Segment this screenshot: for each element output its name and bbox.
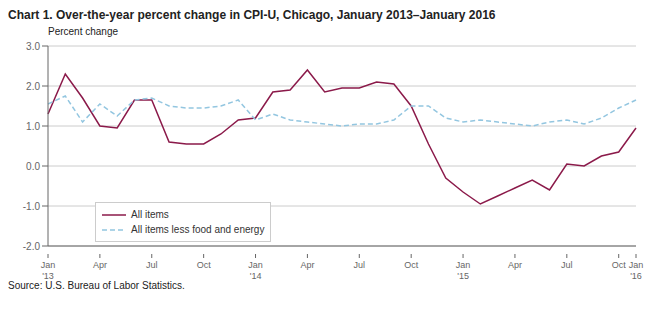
html-text:All items less food and energy: All items less food and energy: [131, 224, 265, 235]
svg-text:-2.0: -2.0: [23, 241, 41, 252]
html-text:Chart 1. Over-the-year percent: Chart 1. Over-the-year percent change in…: [8, 8, 496, 22]
svg-text:0.0: 0.0: [26, 161, 40, 172]
svg-text:Oct: Oct: [612, 260, 627, 270]
svg-text:Jul: Jul: [354, 260, 366, 270]
svg-text:Jan'16: Jan'16: [629, 260, 644, 280]
html-text:Percent change: Percent change: [48, 26, 119, 37]
svg-text:Apr: Apr: [93, 260, 107, 270]
svg-text:1.0: 1.0: [26, 121, 40, 132]
svg-text:Jul: Jul: [146, 260, 158, 270]
svg-text:2.0: 2.0: [26, 81, 40, 92]
svg-text:Oct: Oct: [404, 260, 419, 270]
svg-text:Apr: Apr: [508, 260, 522, 270]
svg-text:3.0: 3.0: [26, 41, 40, 52]
svg-text:Jan'14: Jan'14: [248, 260, 263, 280]
svg-text:-1.0: -1.0: [23, 201, 41, 212]
svg-text:Jul: Jul: [561, 260, 573, 270]
html-text:Source: U.S. Bureau of Labor S: Source: U.S. Bureau of Labor Statistics.: [8, 280, 185, 291]
svg-text:Jan'15: Jan'15: [456, 260, 471, 280]
svg-text:Oct: Oct: [197, 260, 212, 270]
svg-text:Apr: Apr: [300, 260, 314, 270]
html-text:All items: All items: [131, 209, 169, 220]
svg-text:Jan'13: Jan'13: [41, 260, 56, 280]
